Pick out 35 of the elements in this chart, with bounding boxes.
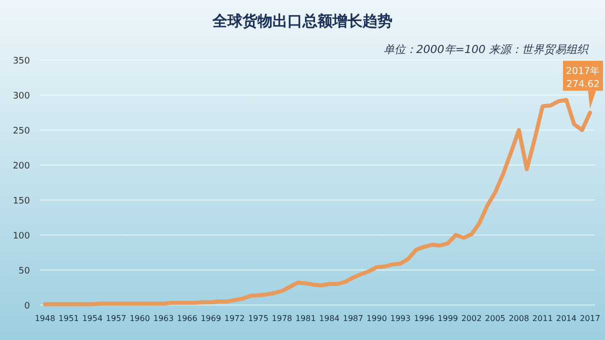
x-tick-label: 1963 (153, 314, 174, 323)
x-tick-label: 2011 (532, 314, 553, 323)
x-tick-label: 1993 (390, 314, 411, 323)
x-tick-label: 1972 (224, 314, 245, 323)
x-tick-label: 1960 (130, 314, 150, 323)
x-tick-label: 2014 (556, 314, 576, 323)
x-tick-label: 1951 (58, 314, 79, 323)
y-tick-label: 0 (24, 302, 30, 312)
x-tick-label: 1969 (200, 314, 222, 323)
annotation: 2017年 274.62 (566, 64, 600, 90)
x-tick-label: 2017 (580, 314, 600, 323)
x-tick-label: 1978 (272, 314, 292, 323)
y-tick-label: 350 (12, 56, 30, 66)
y-tick-label: 100 (12, 232, 30, 242)
x-tick-label: 1990 (366, 314, 387, 323)
y-tick-label: 250 (12, 126, 30, 136)
x-tick-label: 1999 (438, 314, 458, 323)
y-tick-label: 50 (18, 266, 30, 276)
y-tick-label: 150 (12, 196, 30, 206)
x-tick-label: 1954 (82, 314, 103, 323)
x-tick-label: 2008 (508, 314, 530, 323)
x-tick-label: 1981 (295, 314, 316, 323)
x-tick-label: 1957 (106, 314, 126, 323)
x-tick-label: 1987 (342, 314, 364, 323)
x-tick-label: 1984 (319, 314, 340, 323)
y-tick-label: 200 (12, 162, 30, 172)
x-tick-label: 2002 (461, 314, 482, 323)
x-tick-label: 2005 (485, 314, 506, 323)
x-tick-label: 1996 (414, 314, 434, 323)
chart-title: 全球货物出口总额增长趋势 (212, 12, 392, 30)
x-tick-label: 1948 (34, 314, 56, 323)
x-tick-label: 1966 (176, 314, 198, 323)
x-tick-label: 1975 (248, 314, 268, 323)
y-tick-label: 300 (12, 92, 30, 102)
chart-subtitle: 单位：2000年=100 来源：世界贸易组织 (383, 43, 589, 56)
